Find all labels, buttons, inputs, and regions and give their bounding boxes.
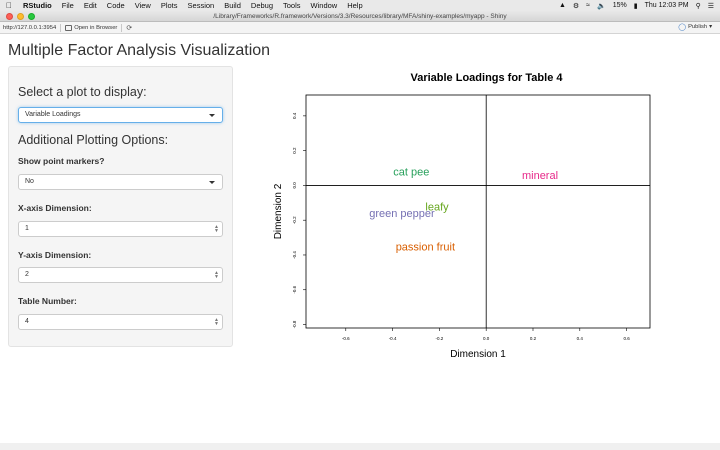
select-plot-heading: Select a plot to display: [18,85,147,99]
battery-icon[interactable]: ▮ [633,2,638,10]
y-tick-label: -0.2 [292,216,297,224]
menu-view[interactable]: View [134,1,151,10]
gear-icon[interactable]: ⚙ [572,2,580,10]
loadings-plot: -0.6 -0.4 -0.2 0.0 0.2 0.4 0.6 -0.8 -0.6 -0.4 -0.2… [273,94,651,360]
x-tick-label: 0.0 [483,336,490,341]
viewer-toolbar: http://127.0.0.1:3954 Open in Browser ⟳ … [0,22,720,34]
table-number-input[interactable]: 4 ▲ ▼ [18,314,223,330]
menu-app-name[interactable]: RStudio [23,1,52,10]
plot-type-select[interactable]: Variable Loadings [18,107,223,123]
open-in-browser-label: Open in Browser [74,24,118,31]
spinner-icon[interactable]: ▲ ▼ [214,317,219,327]
menu-build[interactable]: Build [224,1,241,10]
status-area: ▲ ⚙ ≈ 🔈 15% ▮ Thu 12:03 PM ⚲ ☰ [559,0,714,11]
x-dim-label: X-axis Dimension: [18,203,92,213]
menu-file[interactable]: File [61,1,74,10]
caret-down-icon [209,181,215,184]
menu-session[interactable]: Session [187,1,215,10]
sidebar-panel: Select a plot to display: Variable Loadi… [8,66,233,347]
x-tick-label: 0.2 [530,336,537,341]
toolbar-separator [121,23,123,32]
volume-icon[interactable]: 🔈 [597,2,606,10]
app-url[interactable]: http://127.0.0.1:3954 [3,24,57,31]
point-label: passion fruit [396,241,455,253]
chevron-down-icon: ▾ [709,24,712,30]
macos-menubar:  RStudio File Edit Code View Plots Sess… [0,0,720,11]
menu-debug[interactable]: Debug [250,1,274,10]
y-dim-value: 2 [25,271,29,278]
point-label: cat pee [393,167,429,179]
window-controls [6,12,35,20]
point-label: mineral [522,170,558,182]
point-markers-label: Show point markers? [18,156,105,166]
menu-help[interactable]: Help [347,1,363,10]
wifi-icon[interactable]: ≈ [586,2,591,9]
apple-icon[interactable]:  [0,1,18,10]
table-number-value: 4 [25,318,29,325]
open-in-browser-button[interactable]: Open in Browser [65,24,118,31]
x-dim-value: 1 [25,225,29,232]
x-tick-label: 0.4 [577,336,584,341]
dropbox-icon[interactable]: ▲ [558,2,566,9]
x-tick-label: -0.2 [436,336,444,341]
menu-edit[interactable]: Edit [83,1,97,10]
table-number-label: Table Number: [18,296,77,306]
chart-title: Variable Loadings for Table 4 [410,72,563,84]
battery-percent[interactable]: 15% [612,2,627,9]
maximize-window-button[interactable] [28,12,35,20]
point-label: leafy [425,201,449,213]
x-tick-label: -0.4 [389,336,397,341]
clock[interactable]: Thu 12:03 PM [644,2,689,9]
menu-tools[interactable]: Tools [283,1,301,10]
toolbar-separator [60,23,62,32]
y-tick-label: 0.0 [292,182,297,189]
minimize-window-button[interactable] [17,12,24,20]
window-title: /Library/Frameworks/R.framework/Versions… [213,12,507,20]
point-markers-select[interactable]: No [18,174,223,190]
y-dim-label: Y-axis Dimension: [18,250,92,260]
y-axis-label: Dimension 2 [273,183,284,239]
window-bottom-edge [0,443,720,450]
publish-button[interactable]: ◯ Publish ▾ [678,23,712,31]
close-window-button[interactable] [6,12,13,20]
options-heading: Additional Plotting Options: [18,133,169,147]
refresh-icon[interactable]: ⟳ [126,24,133,32]
publish-label: Publish [688,24,708,30]
x-axis-label: Dimension 1 [450,349,506,360]
menu-window[interactable]: Window [310,1,338,10]
page-title: Multiple Factor Analysis Visualization [8,42,271,59]
y-tick-label: 0.4 [292,112,297,119]
menu-code[interactable]: Code [106,1,125,10]
y-tick-label: -0.6 [292,285,297,293]
spinner-icon[interactable]: ▲ ▼ [214,224,219,234]
menu-list-icon[interactable]: ☰ [707,2,714,10]
y-tick-label: -0.4 [292,251,297,259]
caret-down-icon [209,114,215,117]
y-tick-label: 0.2 [292,147,297,154]
spinner-icon[interactable]: ▲ ▼ [214,270,219,280]
plot-type-value: Variable Loadings [25,111,81,118]
plot-output: Variable Loadings for Table 4 -0.6 -0.4 -0… [262,66,662,366]
x-tick-label: -0.6 [342,336,350,341]
x-dim-input[interactable]: 1 ▲ ▼ [18,221,223,237]
window-titlebar: /Library/Frameworks/R.framework/Versions… [0,11,720,22]
y-dim-input[interactable]: 2 ▲ ▼ [18,267,223,283]
plot-frame [305,94,651,329]
browser-icon [65,24,73,31]
search-icon[interactable]: ⚲ [695,2,701,10]
y-tick-label: -0.8 [292,320,297,328]
publish-icon: ◯ [678,24,687,31]
menu-plots[interactable]: Plots [160,1,178,10]
point-markers-value: No [25,178,34,185]
x-tick-label: 0.6 [623,336,630,341]
point-label: green pepper [369,208,435,220]
